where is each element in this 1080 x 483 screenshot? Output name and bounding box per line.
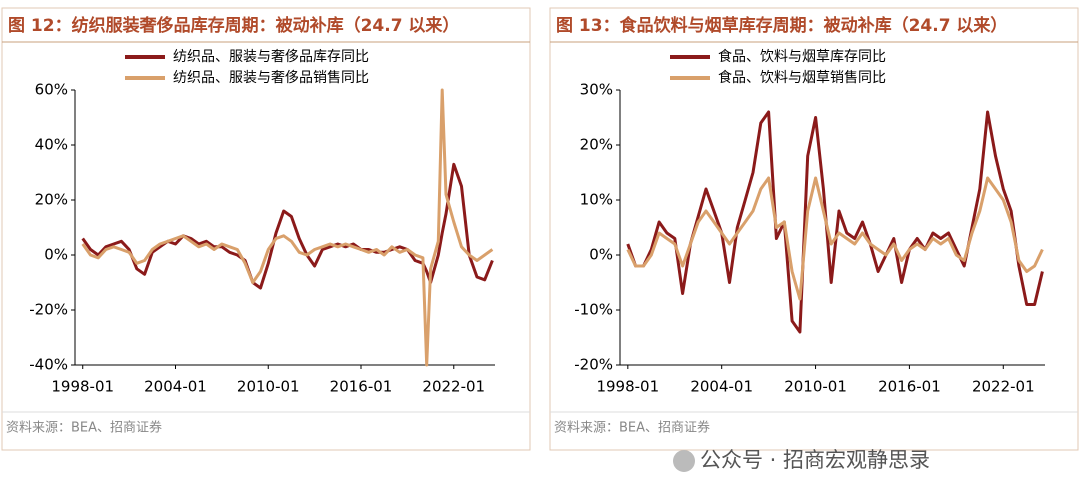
y-tick-label: -40%	[29, 356, 68, 374]
panel-border	[1, 7, 531, 451]
source: 资料来源：BEA、招商证券	[6, 420, 162, 436]
y-tick-label: 20%	[580, 136, 613, 154]
chart-title: 图 12：纺织服装奢侈品库存周期：被动补库（24.7 以来）	[8, 15, 459, 36]
y-tick-label: -20%	[29, 301, 68, 319]
panel-border	[549, 7, 1079, 451]
y-tick-label: 30%	[580, 81, 613, 99]
y-tick-label: 0%	[44, 246, 68, 264]
x-tick-label: 1998-01	[596, 378, 659, 396]
x-tick-label: 2010-01	[237, 378, 300, 396]
x-tick-label: 2016-01	[878, 378, 941, 396]
x-tick-label: 2022-01	[422, 378, 485, 396]
source: 资料来源：BEA、招商证券	[554, 420, 710, 436]
chart-title: 图 13：食品饮料与烟草库存周期：被动补库（24.7 以来）	[556, 15, 1007, 36]
y-tick-label: -20%	[574, 356, 613, 374]
x-tick-label: 2010-01	[784, 378, 847, 396]
y-tick-label: 20%	[35, 191, 68, 209]
watermark: 公众号 · 招商宏观静思录	[700, 448, 930, 472]
series-line	[626, 176, 1044, 301]
y-tick-label: 10%	[580, 191, 613, 209]
y-tick-label: 40%	[35, 136, 68, 154]
y-tick-label: 60%	[35, 81, 68, 99]
y-tick-label: 0%	[589, 246, 613, 264]
legend-label: 纺织品、服装与奢侈品库存同比	[173, 49, 369, 65]
x-tick-label: 2004-01	[690, 378, 753, 396]
y-tick-label: -10%	[574, 301, 613, 319]
x-tick-label: 2004-01	[144, 378, 207, 396]
x-tick-label: 2016-01	[330, 378, 393, 396]
watermark-icon	[673, 450, 695, 472]
series-line	[626, 110, 1044, 334]
x-tick-label: 1998-01	[51, 378, 114, 396]
legend-label: 纺织品、服装与奢侈品销售同比	[173, 70, 369, 86]
x-tick-label: 2022-01	[972, 378, 1035, 396]
legend-label: 食品、饮料与烟草销售同比	[718, 69, 886, 86]
legend-label: 食品、饮料与烟草库存同比	[718, 48, 886, 65]
series-line	[81, 88, 494, 367]
